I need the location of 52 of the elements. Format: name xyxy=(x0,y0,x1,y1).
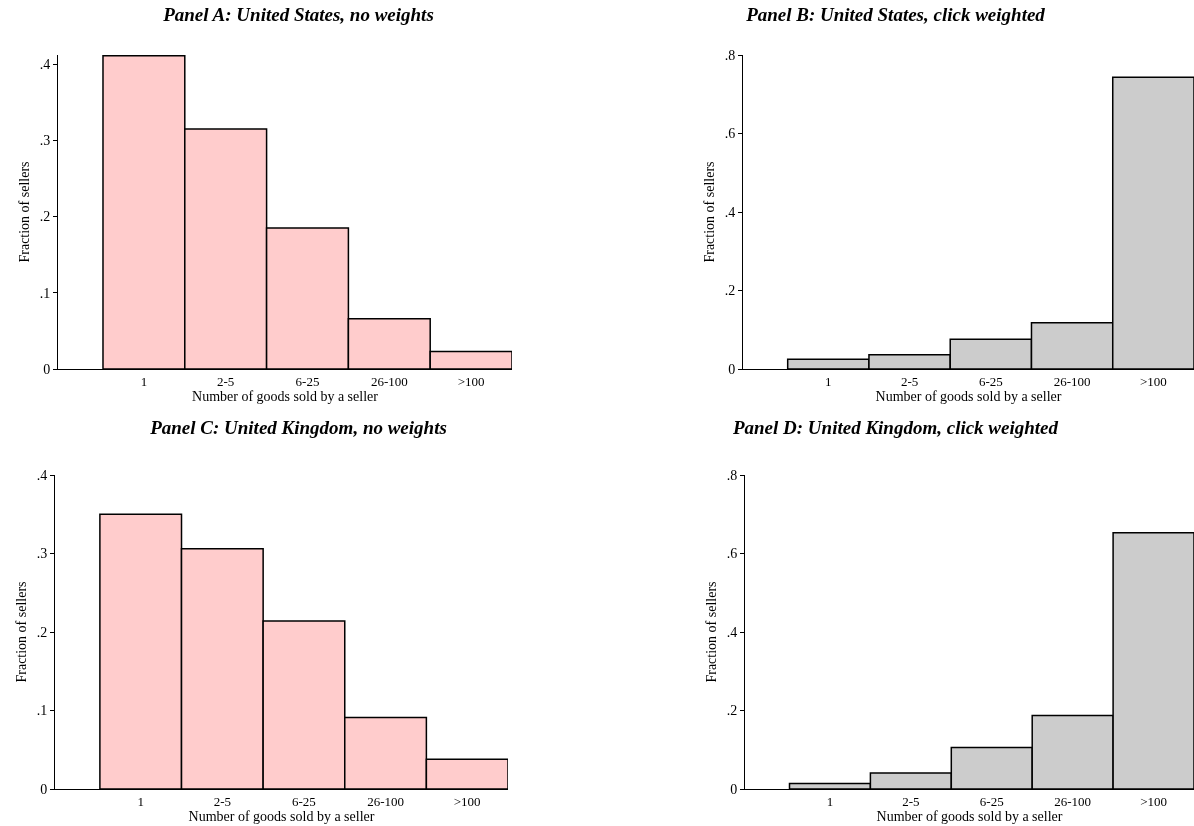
y-tick-label: .6 xyxy=(724,126,736,142)
x-axis-title: Number of goods sold by a seller xyxy=(876,808,1063,824)
y-tick-label: 0 xyxy=(728,361,736,377)
y-tick-label: .8 xyxy=(724,47,736,63)
x-tick-label: 6-25 xyxy=(292,793,316,809)
y-tick-label: .2 xyxy=(724,283,736,299)
y-axis-title: Fraction of sellers xyxy=(14,581,30,683)
x-tick-label: 26-100 xyxy=(367,793,404,809)
x-tick-label: >100 xyxy=(1139,373,1167,389)
chart-title: Panel D: United Kingdom, click weighted xyxy=(731,417,1059,439)
x-tick-label: 2-5 xyxy=(213,793,231,809)
x-tick-label: 2-5 xyxy=(902,793,920,809)
x-axis-title: Number of goods sold by a seller xyxy=(192,388,379,404)
chart-title: Panel A: United States, no weights xyxy=(162,4,434,26)
y-tick-label: 0 xyxy=(43,361,51,377)
x-axis-title: Number of goods sold by a seller xyxy=(875,388,1062,404)
y-tick-label: .4 xyxy=(726,624,738,640)
y-axis-title: Fraction of sellers xyxy=(17,161,33,263)
x-tick-label: 6-25 xyxy=(978,373,1003,389)
chart-title: Panel B: United States, click weighted xyxy=(745,4,1046,26)
x-tick-label: >100 xyxy=(1140,793,1167,809)
x-tick-label: 6-25 xyxy=(295,373,320,389)
y-tick-label: .2 xyxy=(39,209,51,225)
x-tick-label: 26-100 xyxy=(1053,373,1091,389)
y-tick-label: 0 xyxy=(40,781,48,797)
y-axis-title: Fraction of sellers xyxy=(702,161,718,263)
x-tick-label: 1 xyxy=(137,793,144,809)
x-tick-label: 1 xyxy=(825,373,832,389)
x-tick-label: 1 xyxy=(826,793,834,809)
y-tick-label: .4 xyxy=(724,204,736,220)
chart-title: Panel C: United Kingdom, no weights xyxy=(149,417,447,439)
y-tick-label: .2 xyxy=(726,703,738,719)
x-tick-label: 2-5 xyxy=(217,373,235,389)
y-tick-label: .8 xyxy=(726,467,738,483)
x-tick-label: 2-5 xyxy=(900,373,919,389)
y-tick-label: .3 xyxy=(39,133,51,149)
y-tick-label: .3 xyxy=(36,546,48,562)
x-tick-label: >100 xyxy=(453,793,481,809)
y-tick-label: 0 xyxy=(730,781,738,797)
y-tick-label: .4 xyxy=(36,467,48,483)
y-tick-label: .2 xyxy=(36,624,48,640)
x-axis-title: Number of goods sold by a seller xyxy=(188,808,375,824)
y-axis-title: Fraction of sellers xyxy=(704,581,720,683)
x-tick-label: 26-100 xyxy=(1054,793,1092,809)
y-tick-label: .1 xyxy=(39,285,51,301)
y-tick-label: .4 xyxy=(39,57,51,73)
x-tick-label: 1 xyxy=(140,373,148,389)
x-tick-label: 6-25 xyxy=(979,793,1004,809)
x-tick-label: 26-100 xyxy=(370,373,408,389)
y-tick-label: .6 xyxy=(726,546,738,562)
y-tick-label: .1 xyxy=(36,703,48,719)
x-tick-label: >100 xyxy=(457,373,485,389)
